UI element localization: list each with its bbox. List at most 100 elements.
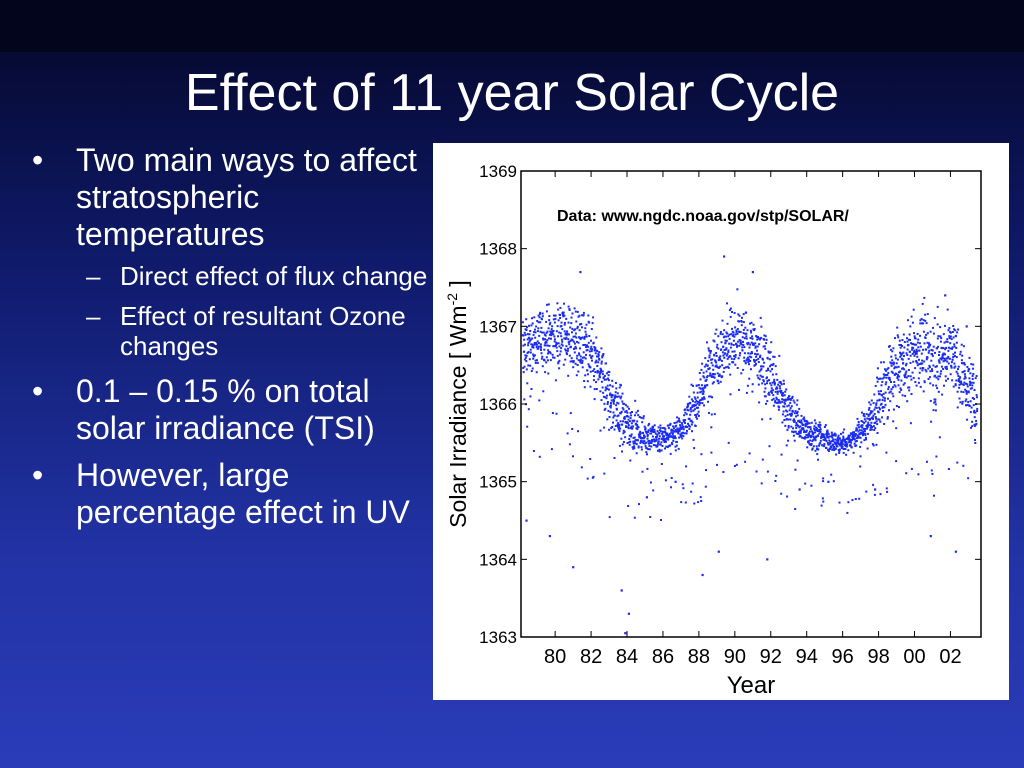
data-point (954, 355, 956, 358)
data-point (558, 353, 561, 356)
data-point (939, 335, 942, 338)
data-point (948, 346, 950, 349)
data-point (962, 391, 965, 394)
data-point (759, 316, 762, 319)
data-point (793, 418, 796, 421)
data-point (935, 376, 938, 379)
data-point (670, 477, 673, 479)
y-tick-label: 1367 (479, 317, 517, 336)
data-point (934, 351, 936, 354)
data-point (584, 327, 587, 330)
data-point (621, 400, 624, 403)
data-point (973, 397, 975, 400)
data-point (965, 391, 968, 393)
data-point (649, 427, 652, 430)
data-point (574, 328, 577, 331)
data-point (641, 421, 644, 424)
data-point (849, 434, 852, 437)
data-point (906, 400, 909, 403)
data-point (960, 380, 963, 383)
data-point (596, 369, 599, 372)
data-point (739, 331, 742, 333)
x-tick-label: 90 (724, 646, 746, 668)
data-point (581, 361, 584, 364)
data-point (715, 352, 718, 354)
data-point (881, 380, 884, 383)
data-point (972, 411, 975, 414)
data-point (546, 339, 549, 342)
data-point (918, 371, 921, 374)
data-point (775, 386, 778, 389)
data-point (947, 349, 950, 352)
data-point (927, 378, 930, 380)
data-point (884, 368, 886, 371)
data-point (703, 365, 706, 368)
data-point (777, 399, 780, 401)
data-point (944, 366, 947, 369)
data-point (593, 388, 596, 391)
data-point (752, 342, 755, 345)
data-point (690, 423, 693, 426)
data-point (928, 364, 931, 367)
data-point (708, 367, 711, 370)
data-point (525, 354, 528, 357)
data-point (638, 435, 641, 437)
data-point (719, 380, 722, 383)
data-point (929, 330, 932, 333)
data-point (876, 432, 879, 434)
data-point (603, 426, 606, 429)
data-point (954, 383, 957, 386)
data-point (961, 354, 964, 357)
data-point (818, 443, 821, 446)
slide-title: Effect of 11 year Solar Cycle (184, 64, 840, 122)
data-point (530, 370, 533, 372)
data-point (580, 358, 583, 361)
data-point (879, 493, 882, 496)
data-point (712, 373, 715, 376)
data-point (947, 468, 950, 470)
data-point (636, 439, 639, 442)
data-point (604, 386, 607, 389)
data-point (705, 370, 708, 373)
data-point (970, 406, 973, 409)
data-point (698, 399, 701, 402)
data-point (901, 345, 903, 347)
data-point (939, 326, 942, 329)
data-point (808, 422, 811, 425)
data-point (787, 426, 790, 429)
data-point (846, 443, 849, 446)
data-point (677, 432, 680, 435)
data-point (746, 342, 749, 345)
data-point (734, 333, 737, 336)
data-point (891, 359, 894, 362)
data-point (590, 357, 593, 359)
data-point (885, 369, 887, 372)
data-point (735, 331, 738, 333)
data-point (881, 399, 884, 402)
data-point (525, 318, 528, 321)
data-point (960, 362, 963, 365)
data-point (788, 413, 791, 416)
data-point (711, 382, 714, 385)
data-point (756, 349, 758, 352)
data-point (590, 328, 593, 330)
data-point (550, 334, 553, 337)
data-point (675, 421, 678, 424)
data-point (602, 395, 605, 398)
data-point (719, 332, 722, 335)
data-point (965, 404, 967, 407)
data-point (700, 453, 703, 456)
data-point (871, 443, 874, 446)
data-point (822, 500, 825, 503)
data-point (665, 445, 668, 448)
data-point (687, 402, 690, 405)
data-point (944, 353, 946, 356)
data-point (855, 437, 858, 440)
data-point (587, 363, 590, 366)
data-point (636, 409, 639, 412)
data-point (542, 338, 545, 341)
data-point (862, 414, 865, 417)
x-tick-label: 88 (688, 646, 710, 668)
data-point (574, 310, 577, 313)
y-axis-label-exponent: -2 (444, 293, 460, 306)
